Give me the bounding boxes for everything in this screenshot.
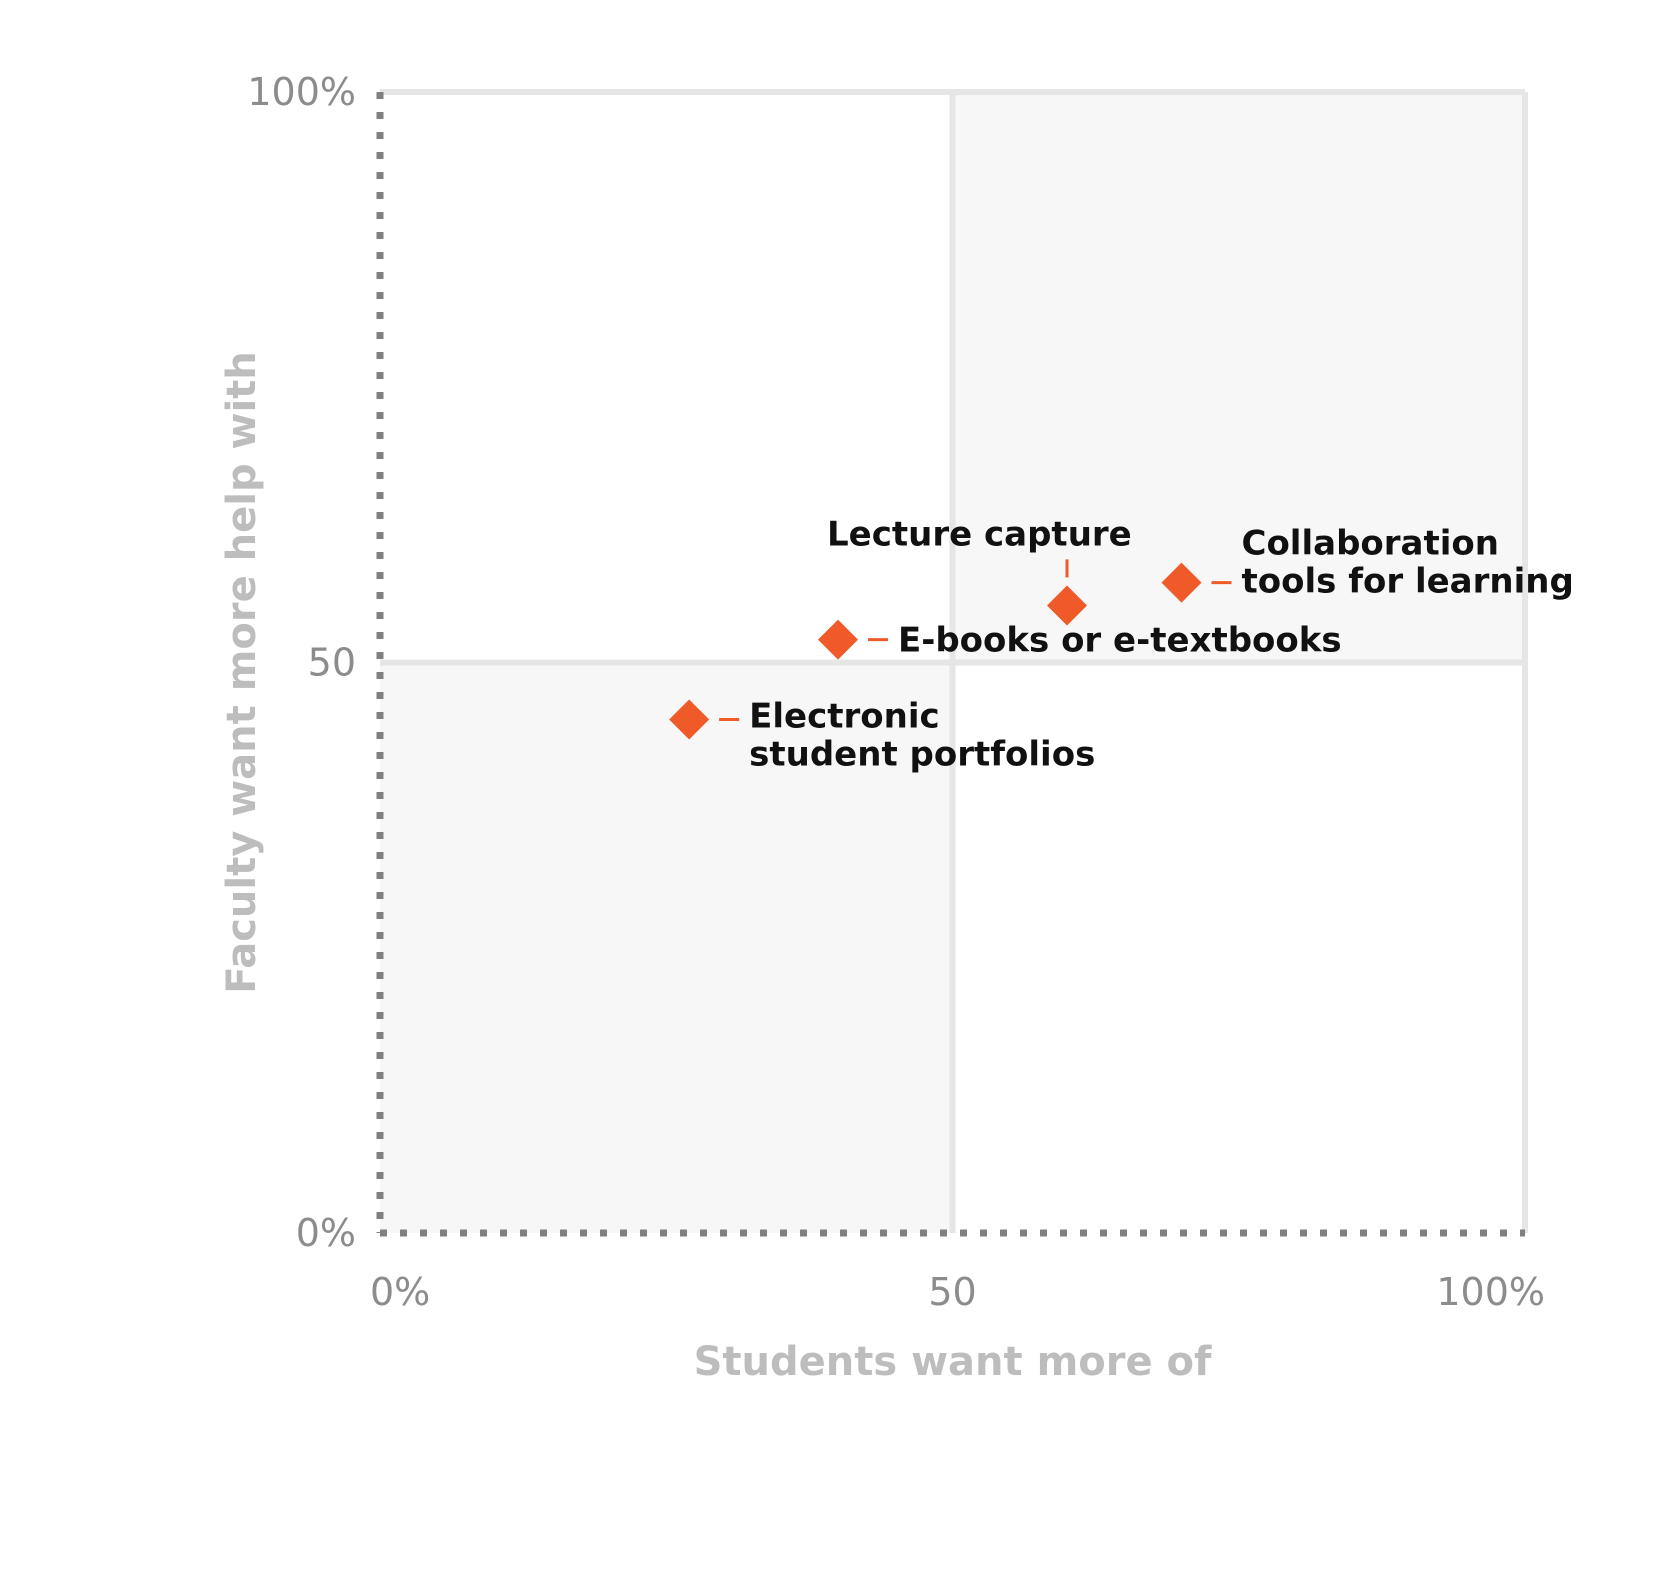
y-axis-title: Faculty want more help with (219, 351, 265, 994)
quadrant-backgrounds (380, 92, 1525, 1233)
tick-labels: 0% 50 100% 0% 50 100% (247, 70, 1545, 1314)
point-label: Lecture capture (827, 514, 1132, 554)
data-point (669, 699, 710, 740)
y-tick-label: 50 (308, 641, 356, 685)
quadrant-bottom-left (380, 662, 953, 1233)
point-label-line: tools for learning (1242, 562, 1574, 602)
point-labels: Electronic student portfolios E-books or e… (719, 514, 1574, 775)
x-tick-label: 50 (928, 1270, 976, 1314)
x-axis-title: Students want more of (694, 1339, 1212, 1385)
point-label-line: E-books or e-textbooks (898, 621, 1342, 661)
x-tick-label: 100% (1436, 1270, 1545, 1314)
data-point (1161, 562, 1202, 603)
data-point (818, 619, 858, 660)
x-tick-label: 0% (370, 1270, 430, 1314)
point-label-line: Electronic (749, 697, 940, 737)
data-point (1047, 585, 1087, 626)
point-label-line: student portfolios (749, 735, 1095, 775)
y-tick-label: 100% (247, 70, 356, 114)
point-label: Electronic student portfolios (749, 697, 1095, 775)
y-tick-label: 0% (296, 1211, 356, 1255)
point-label: Collaboration tools for learning (1242, 524, 1574, 602)
data-points (669, 562, 1202, 740)
quadrant-dividers (380, 89, 1528, 1233)
quadrant-top-right (952, 92, 1525, 663)
point-label-line: Collaboration (1242, 524, 1499, 564)
point-label: E-books or e-textbooks (898, 621, 1342, 661)
point-label-line: Lecture capture (827, 514, 1132, 554)
